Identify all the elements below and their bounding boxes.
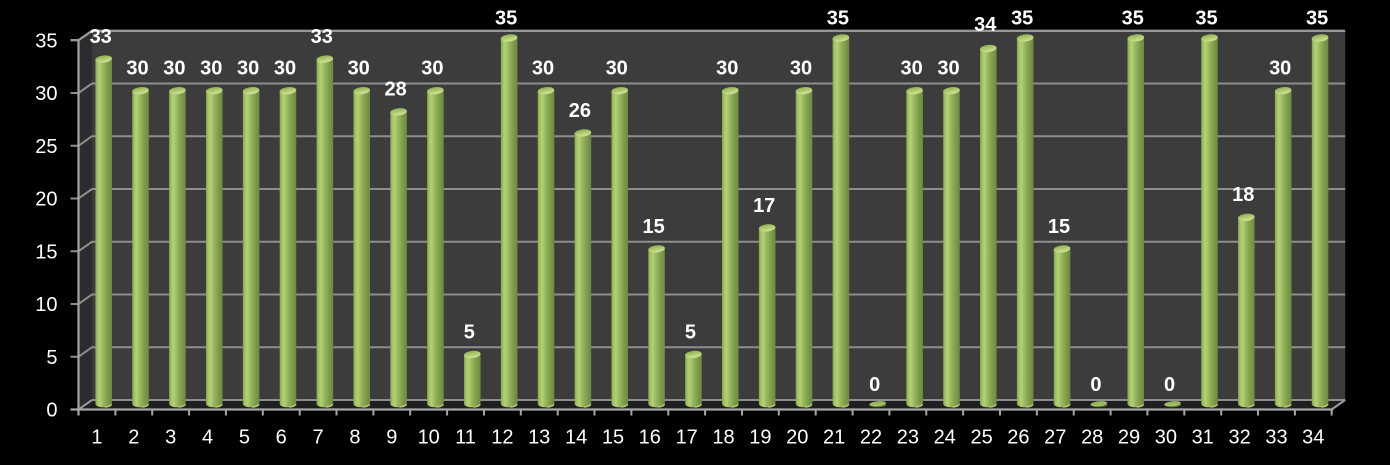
svg-text:0: 0 <box>1164 374 1175 396</box>
svg-text:35: 35 <box>1195 8 1217 30</box>
svg-text:35: 35 <box>1122 8 1144 30</box>
svg-text:25: 25 <box>970 427 992 449</box>
svg-text:5: 5 <box>685 321 696 343</box>
svg-text:15: 15 <box>1048 216 1070 238</box>
svg-text:4: 4 <box>202 427 213 449</box>
svg-text:30: 30 <box>937 58 959 80</box>
svg-text:6: 6 <box>276 427 287 449</box>
svg-text:18: 18 <box>712 427 734 449</box>
svg-text:26: 26 <box>569 100 591 122</box>
svg-text:30: 30 <box>716 58 738 80</box>
svg-text:2: 2 <box>128 427 139 449</box>
svg-text:0: 0 <box>869 374 880 396</box>
svg-text:17: 17 <box>676 427 698 449</box>
svg-text:27: 27 <box>1044 427 1066 449</box>
svg-text:3: 3 <box>165 427 176 449</box>
svg-text:26: 26 <box>1007 427 1029 449</box>
svg-text:16: 16 <box>639 427 661 449</box>
svg-text:34: 34 <box>1302 427 1324 449</box>
svg-text:14: 14 <box>565 427 587 449</box>
svg-text:31: 31 <box>1192 427 1214 449</box>
svg-text:30: 30 <box>532 58 554 80</box>
svg-text:35: 35 <box>1306 8 1328 30</box>
svg-text:19: 19 <box>749 427 771 449</box>
svg-text:13: 13 <box>528 427 550 449</box>
svg-text:12: 12 <box>491 427 513 449</box>
svg-text:28: 28 <box>384 79 406 101</box>
svg-text:30: 30 <box>348 58 370 80</box>
svg-text:30: 30 <box>1155 427 1177 449</box>
svg-text:20: 20 <box>786 427 808 449</box>
svg-text:35: 35 <box>1011 8 1033 30</box>
svg-text:33: 33 <box>311 26 333 48</box>
svg-text:28: 28 <box>1081 427 1103 449</box>
svg-text:33: 33 <box>1265 427 1287 449</box>
svg-text:30: 30 <box>900 58 922 80</box>
svg-text:35: 35 <box>827 8 849 30</box>
svg-text:18: 18 <box>1232 184 1254 206</box>
svg-text:9: 9 <box>386 427 397 449</box>
svg-text:30: 30 <box>1269 58 1291 80</box>
svg-text:34: 34 <box>974 14 997 36</box>
svg-text:0: 0 <box>46 400 57 422</box>
svg-text:30: 30 <box>35 83 57 105</box>
svg-text:1: 1 <box>91 427 102 449</box>
svg-text:35: 35 <box>35 31 57 53</box>
svg-text:15: 15 <box>35 241 57 263</box>
svg-text:30: 30 <box>606 58 628 80</box>
svg-text:17: 17 <box>753 195 775 217</box>
svg-text:0: 0 <box>1090 374 1101 396</box>
svg-text:10: 10 <box>418 427 440 449</box>
svg-text:35: 35 <box>495 8 517 30</box>
svg-text:5: 5 <box>464 321 475 343</box>
svg-text:30: 30 <box>790 58 812 80</box>
svg-text:24: 24 <box>934 427 956 449</box>
svg-text:22: 22 <box>860 427 882 449</box>
svg-text:23: 23 <box>897 427 919 449</box>
svg-text:10: 10 <box>35 294 57 316</box>
svg-text:5: 5 <box>239 427 250 449</box>
svg-text:30: 30 <box>421 58 443 80</box>
svg-text:32: 32 <box>1228 427 1250 449</box>
svg-text:30: 30 <box>200 58 222 80</box>
svg-text:30: 30 <box>163 58 185 80</box>
svg-text:15: 15 <box>642 216 664 238</box>
svg-text:11: 11 <box>455 427 476 449</box>
svg-text:8: 8 <box>349 427 360 449</box>
svg-text:30: 30 <box>126 58 148 80</box>
svg-text:7: 7 <box>313 427 324 449</box>
svg-text:15: 15 <box>602 427 624 449</box>
svg-text:20: 20 <box>35 189 57 211</box>
svg-text:5: 5 <box>46 347 57 369</box>
svg-text:33: 33 <box>90 26 112 48</box>
svg-text:21: 21 <box>823 427 845 449</box>
svg-text:29: 29 <box>1118 427 1140 449</box>
svg-text:30: 30 <box>237 58 259 80</box>
svg-text:30: 30 <box>274 58 296 80</box>
svg-text:25: 25 <box>35 136 57 158</box>
